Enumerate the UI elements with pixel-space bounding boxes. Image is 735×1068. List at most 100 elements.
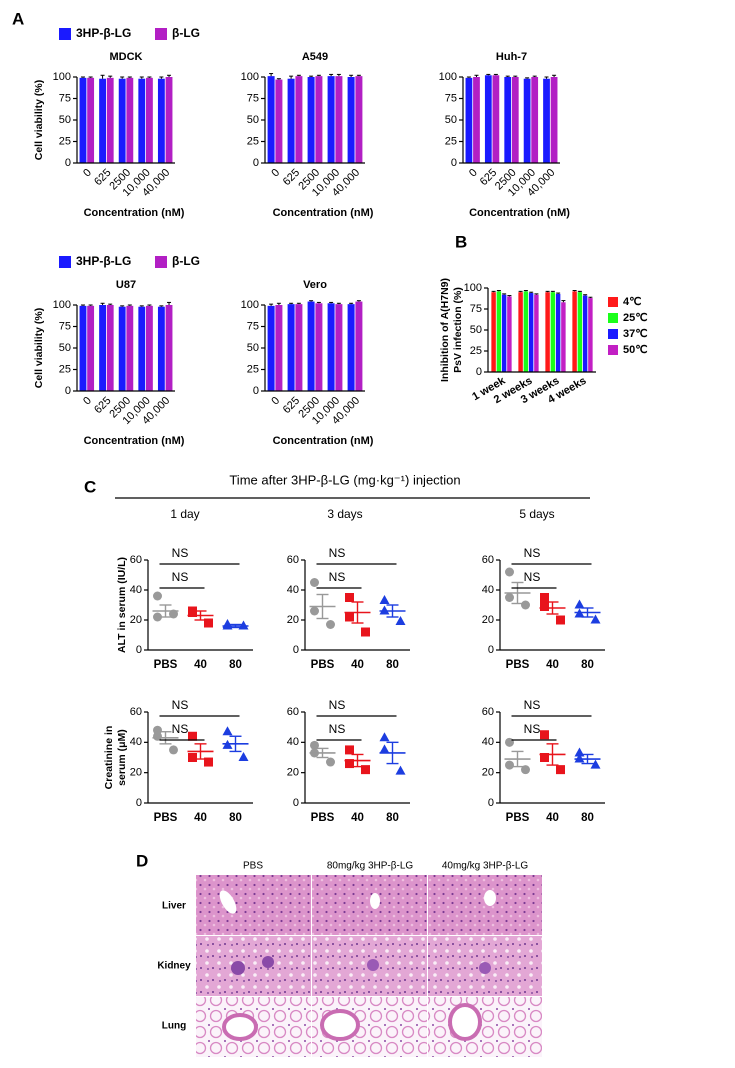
y-tick-label: 25	[59, 363, 71, 375]
chart-title: Huh-7	[496, 51, 527, 63]
y-tick-label: 0	[488, 644, 494, 656]
point	[345, 612, 354, 622]
point	[361, 627, 370, 637]
bar	[79, 305, 87, 391]
legend-label: 50℃	[623, 344, 648, 356]
legend-label: 3HP-β-LG	[76, 254, 131, 268]
annotation: NS	[524, 698, 541, 712]
panel-c-header: Time after 3HP-β-LG (mg·kg⁻¹) injection	[229, 472, 460, 487]
y-tick-label: 60	[287, 554, 299, 566]
point	[345, 745, 354, 755]
bar	[518, 292, 523, 372]
point	[540, 593, 549, 602]
y-tick-label: 100	[439, 71, 457, 83]
histology-image	[312, 875, 427, 935]
legend-label: β-LG	[172, 254, 200, 268]
bar	[295, 76, 303, 163]
point	[505, 593, 514, 602]
y-tick-label: 40	[482, 736, 494, 748]
bar	[555, 293, 561, 372]
annotation: NS	[329, 698, 346, 712]
legend-label: 3HP-β-LG	[76, 26, 131, 40]
y-tick-label: 20	[482, 614, 494, 626]
bar	[99, 78, 106, 163]
x-tick-label: PBS	[154, 812, 178, 824]
y-tick-label: 0	[65, 157, 71, 169]
y-tick-label: 60	[130, 706, 142, 718]
bar	[287, 78, 295, 163]
bar	[79, 77, 87, 163]
x-tick-label: PBS	[311, 812, 335, 824]
x-tick-label: 40	[194, 659, 207, 671]
bar	[588, 298, 593, 372]
glomerulus	[231, 961, 245, 975]
y-tick-label: 0	[253, 157, 259, 169]
x-axis-label: Concentration (nM)	[469, 207, 570, 219]
x-tick-label: 0	[81, 395, 94, 408]
x-axis-label: Concentration (nM)	[84, 435, 185, 447]
y-tick-label: 50	[470, 324, 482, 336]
bar	[315, 303, 323, 391]
annotation: NS	[172, 722, 189, 736]
point	[345, 593, 354, 602]
y-axis-label: ALT in serum (IU/L)	[116, 557, 128, 653]
bar	[543, 78, 550, 163]
bar	[504, 77, 512, 163]
bar	[501, 294, 507, 372]
bar	[307, 301, 315, 391]
y-tick-label: 75	[445, 92, 457, 104]
x-axis-label: Concentration (nM)	[273, 207, 374, 219]
bar	[511, 77, 519, 163]
panel-label: C	[84, 477, 96, 496]
y-tick-label: 50	[247, 342, 259, 354]
bar	[582, 295, 588, 372]
y-tick-label: 75	[247, 320, 259, 332]
annotation: NS	[329, 722, 346, 736]
bar	[534, 294, 539, 372]
x-tick-label: 40	[194, 812, 207, 824]
bar	[577, 292, 583, 372]
bar	[355, 76, 363, 163]
column-label: 1 day	[170, 507, 199, 521]
point	[574, 753, 585, 763]
x-axis-label: Concentration (nM)	[273, 435, 374, 447]
point	[188, 731, 197, 741]
bar	[496, 291, 502, 372]
chart-title: U87	[116, 279, 136, 291]
row-label: Liver	[162, 901, 186, 912]
point	[153, 612, 162, 622]
y-tick-label: 20	[130, 614, 142, 626]
point	[395, 616, 406, 625]
bar	[118, 306, 126, 391]
bar	[138, 78, 146, 163]
airway	[448, 1003, 482, 1041]
column-label: 40mg/kg 3HP-β-LG	[442, 861, 529, 872]
y-tick-label: 20	[130, 767, 142, 779]
point	[361, 765, 370, 775]
x-tick-label: 0	[81, 167, 94, 180]
bar	[327, 76, 335, 163]
row-label: Lung	[162, 1021, 186, 1032]
point	[505, 737, 514, 747]
point	[556, 615, 565, 625]
chart-title: A549	[302, 51, 328, 63]
x-tick-label: 40	[546, 812, 559, 824]
point	[310, 578, 319, 587]
point	[540, 602, 549, 611]
y-tick-label: 0	[136, 797, 142, 809]
annotation: NS	[524, 722, 541, 736]
bar	[106, 305, 114, 391]
x-tick-label: PBS	[311, 659, 335, 671]
legend-swatch	[59, 28, 71, 40]
bar	[275, 79, 283, 163]
glomerulus	[479, 962, 491, 974]
bar	[347, 304, 355, 391]
panel-label: B	[455, 232, 467, 251]
legend-swatch	[608, 329, 618, 339]
bar	[545, 292, 550, 372]
y-tick-label: 60	[287, 706, 299, 718]
point	[169, 745, 178, 755]
y-tick-label: 100	[241, 299, 259, 311]
column-label: 3 days	[327, 507, 362, 521]
bar	[267, 76, 275, 163]
